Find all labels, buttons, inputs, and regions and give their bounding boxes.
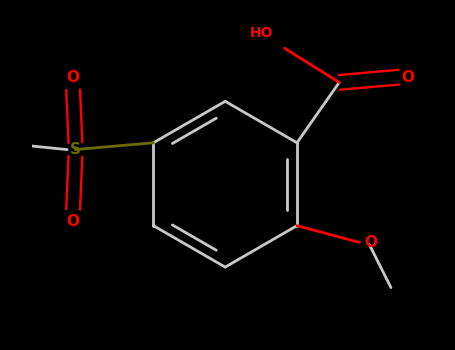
Text: O: O — [66, 70, 80, 85]
Text: O: O — [66, 214, 80, 229]
Text: O: O — [364, 235, 377, 250]
Text: S: S — [70, 142, 81, 157]
Text: O: O — [401, 70, 414, 85]
Text: HO: HO — [249, 26, 273, 40]
